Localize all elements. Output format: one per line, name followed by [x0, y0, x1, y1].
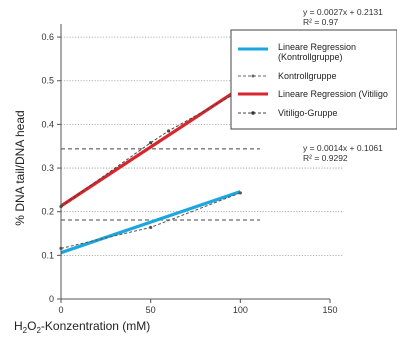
y-tick-label-6: 0.6	[41, 32, 54, 42]
x-tick-label-0: 0	[58, 305, 63, 315]
regression-line-0	[60, 190, 241, 255]
data-line-3	[60, 90, 241, 207]
legend-label-control-data: Kontrollgruppe	[278, 71, 337, 81]
y-tick-label-1: 0.1	[41, 250, 54, 260]
legend: Lineare Regression (Kontrollgruppe) Kont…	[230, 29, 397, 130]
data-point-3-1	[149, 141, 153, 145]
y-tick-label-3: 0.3	[41, 163, 54, 173]
annotation-vitiligo-r2: R² = 0.97	[303, 17, 338, 27]
legend-label-control-regression-1: Lineare Regression	[278, 42, 356, 52]
data-point-3-2	[167, 129, 171, 133]
axes	[60, 24, 330, 300]
annotation-vitiligo-equation: y = 0.0027x + 0.2131	[303, 7, 383, 17]
data-point-1-2	[238, 191, 242, 195]
legend-swatch-vitiligo-data	[238, 111, 268, 115]
annotation-control-r2: R² = 0.9292	[303, 153, 348, 163]
y-axis-label: % DNA tail/DNA head	[13, 110, 27, 225]
x-tick-label-3: 150	[322, 305, 337, 315]
legend-label-control-regression-2: (Kontrollgruppe)	[278, 52, 343, 62]
ticks: 0 0.1 0.2 0.3 0.4 0.5 0.6 0 50 100 150	[41, 32, 337, 315]
x-tick-label-2: 100	[233, 305, 248, 315]
regression-line-2	[60, 86, 242, 208]
legend-label-vitiligo-data: Vitiligo-Gruppe	[278, 108, 337, 118]
legend-label-vitiligo-regression: Lineare Regression (Vitiligo	[278, 89, 388, 99]
annotation-control-equation: y = 0.0014x + 0.1061	[303, 143, 383, 153]
y-tick-label-4: 0.4	[41, 119, 54, 129]
y-tick-label-0: 0	[49, 294, 54, 304]
legend-swatch-control-data	[238, 74, 268, 78]
y-tick-label-5: 0.5	[41, 76, 54, 86]
grid-layer	[61, 36, 343, 256]
series-layer	[59, 86, 242, 255]
y-tick-label-2: 0.2	[41, 207, 54, 217]
reference-lines	[61, 148, 260, 221]
x-axis-label: H2O2-Konzentration (mM)	[14, 319, 150, 335]
x-tick-label-1: 50	[146, 305, 156, 315]
data-point-1-1	[149, 225, 153, 230]
